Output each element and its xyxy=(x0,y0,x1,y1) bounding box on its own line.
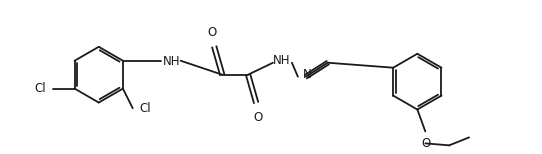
Text: NH: NH xyxy=(163,55,180,68)
Text: Cl: Cl xyxy=(140,102,151,115)
Text: O: O xyxy=(422,137,431,150)
Text: N: N xyxy=(303,68,312,81)
Text: Cl: Cl xyxy=(34,82,46,95)
Text: O: O xyxy=(208,26,217,39)
Text: O: O xyxy=(254,111,263,124)
Text: NH: NH xyxy=(273,54,291,67)
